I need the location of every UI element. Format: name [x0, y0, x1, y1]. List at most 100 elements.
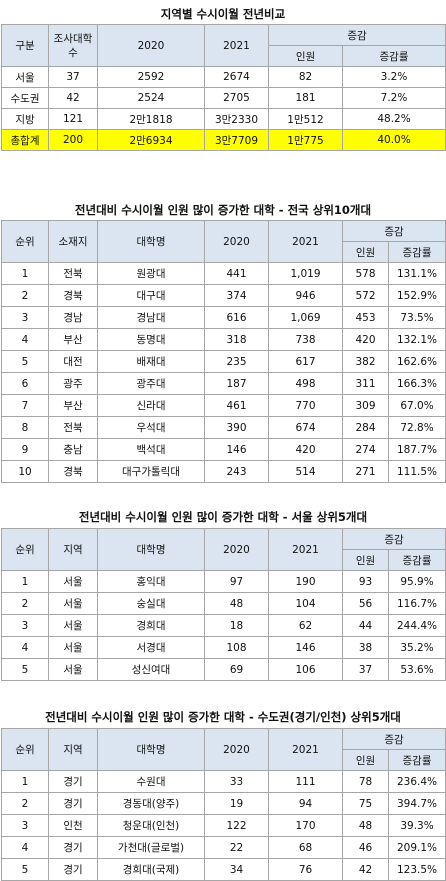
cell-2020: 19	[204, 792, 269, 815]
cell-university: 경동대(양주)	[97, 792, 205, 815]
cell-rate: 123.5%	[387, 858, 446, 881]
header-university: 대학명	[97, 728, 205, 771]
cell-location: 부산	[48, 328, 98, 351]
cell-2021: 2705	[204, 87, 269, 109]
cell-university: 신라대	[97, 394, 205, 417]
cell-location: 서울	[48, 592, 98, 615]
cell-rate: 394.7%	[387, 792, 446, 815]
cell-people: 44	[342, 614, 389, 637]
header-rank: 순위	[1, 728, 49, 771]
cell-rate: 3.2%	[341, 66, 446, 88]
seoul-top5-table: 순위 지역 대학명 2020 2021 증감 인원 증감률 1 서울 홍익대 97 19…	[1, 528, 446, 681]
cell-people: 82	[268, 66, 343, 88]
cell-2021: 674	[268, 416, 343, 439]
cell-people: 181	[268, 87, 343, 109]
cell-rate: 67.0%	[387, 394, 446, 417]
cell-count: 37	[48, 66, 98, 88]
cell-2021: 111	[268, 770, 343, 793]
cell-university: 백석대	[97, 438, 205, 461]
header-university: 대학명	[97, 528, 205, 571]
cell-2021: 1,019	[268, 262, 343, 285]
header-2020: 2020	[204, 528, 269, 571]
cell-rank: 4	[1, 636, 49, 659]
cell-count: 200	[48, 129, 98, 151]
cell-location: 서울	[48, 636, 98, 659]
cell-people: 271	[342, 460, 389, 483]
table-row: 서울 37 2592 2674 82 3.2%	[1, 66, 446, 88]
header-2021: 2021	[268, 728, 343, 771]
cell-2021: 420	[268, 438, 343, 461]
cell-2021: 498	[268, 372, 343, 395]
cell-2020: 461	[204, 394, 269, 417]
cell-2020: 318	[204, 328, 269, 351]
cell-rank: 10	[1, 460, 49, 483]
table-row: 3 경남 경남대 616 1,069 453 73.5%	[1, 306, 446, 329]
cell-location: 경기	[48, 792, 98, 815]
cell-people: 578	[342, 262, 389, 285]
cell-rate: 48.2%	[341, 108, 446, 130]
cell-rate: 111.5%	[387, 460, 446, 483]
cell-rate: 40.0%	[341, 129, 446, 151]
cell-rate: 39.3%	[387, 814, 446, 837]
region-comparison-table: 구분 조사대학수 2020 2021 증감 인원 증감률 서울 37 2592 …	[1, 24, 446, 151]
cell-rate: 236.4%	[387, 770, 446, 793]
cell-rate: 209.1%	[387, 836, 446, 859]
cell-people: 42	[342, 858, 389, 881]
cell-university: 동명대	[97, 328, 205, 351]
cell-rate: 35.2%	[387, 636, 446, 659]
cell-2020: 22	[204, 836, 269, 859]
cell-2021: 62	[268, 614, 343, 637]
cell-location: 전북	[48, 416, 98, 439]
cell-university: 홍익대	[97, 570, 205, 593]
cell-university: 경남대	[97, 306, 205, 329]
cell-rate: 73.5%	[387, 306, 446, 329]
cell-people: 37	[342, 658, 389, 681]
cell-2021: 617	[268, 350, 343, 373]
table-row: 5 경기 경희대(국제) 34 76 42 123.5%	[1, 858, 446, 881]
cell-count: 42	[48, 87, 98, 109]
header-region: 구분	[1, 24, 49, 67]
table-row: 1 전북 원광대 441 1,019 578 131.1%	[1, 262, 446, 285]
cell-region: 총합계	[1, 129, 49, 151]
cell-rank: 1	[1, 262, 49, 285]
cell-rank: 1	[1, 570, 49, 593]
table-row: 8 전북 우석대 390 674 284 72.8%	[1, 416, 446, 439]
cell-rate: 152.9%	[387, 284, 446, 307]
header-people: 인원	[342, 749, 389, 771]
cell-rate: 244.4%	[387, 614, 446, 637]
cell-people: 48	[342, 814, 389, 837]
header-2021: 2021	[204, 24, 269, 67]
table-row: 3 인천 청운대(인천) 122 170 48 39.3%	[1, 814, 446, 837]
cell-2020: 33	[204, 770, 269, 793]
cell-2020: 69	[204, 658, 269, 681]
cell-people: 420	[342, 328, 389, 351]
cell-people: 78	[342, 770, 389, 793]
cell-2021: 104	[268, 592, 343, 615]
header-count: 조사대학수	[48, 24, 98, 67]
cell-location: 대전	[48, 350, 98, 373]
table1-title: 지역별 수시이월 전년비교	[160, 7, 286, 21]
table-row: 5 서울 성신여대 69 106 37 53.6%	[1, 658, 446, 681]
cell-people: 46	[342, 836, 389, 859]
cell-2021: 738	[268, 328, 343, 351]
cell-location: 경남	[48, 306, 98, 329]
cell-2021: 106	[268, 658, 343, 681]
national-top10-table: 순위 소재지 대학명 2020 2021 증감 인원 증감률 1 전북 원광대 441…	[1, 220, 446, 483]
header-rank: 순위	[1, 220, 49, 263]
cell-2020: 48	[204, 592, 269, 615]
cell-rate: 187.7%	[387, 438, 446, 461]
cell-2021: 514	[268, 460, 343, 483]
table4-title: 전년대비 수시이월 인원 많이 증가한 대학 - 수도권(경기/인천) 상위5개…	[45, 710, 401, 724]
header-people: 인원	[342, 241, 389, 263]
cell-rank: 3	[1, 814, 49, 837]
cell-people: 93	[342, 570, 389, 593]
cell-location: 경기	[48, 836, 98, 859]
table-row: 2 경기 경동대(양주) 19 94 75 394.7%	[1, 792, 446, 815]
cell-university: 대구가톨릭대	[97, 460, 205, 483]
cell-rate: 166.3%	[387, 372, 446, 395]
cell-2021: 94	[268, 792, 343, 815]
header-rate: 증감률	[341, 45, 446, 67]
cell-2021: 170	[268, 814, 343, 837]
cell-rank: 5	[1, 350, 49, 373]
cell-location: 전북	[48, 262, 98, 285]
